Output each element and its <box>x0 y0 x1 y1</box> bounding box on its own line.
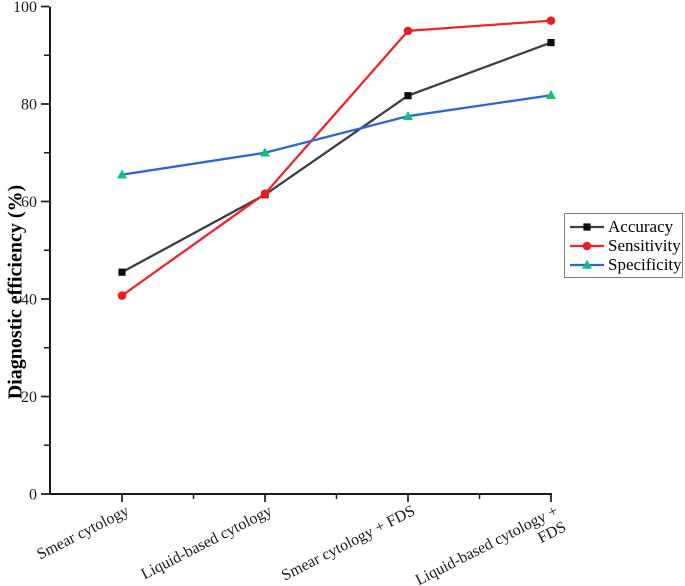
data-point-marker <box>118 268 126 276</box>
data-point-marker <box>403 110 413 120</box>
square-marker <box>583 222 591 231</box>
series-sensitivity <box>117 16 556 300</box>
y-tick-label: 60 <box>21 194 37 211</box>
legend-item-sensitivity: Sensitivity <box>569 236 681 255</box>
y-axis-title: Diagnostic efficiency (%) <box>4 184 27 400</box>
circle-marker <box>582 241 592 250</box>
data-point-marker <box>260 147 270 157</box>
y-tick-label: 80 <box>21 97 37 114</box>
data-point-marker <box>117 169 127 179</box>
data-point-marker <box>546 16 556 25</box>
x-tick-label: Smear cytology <box>34 502 132 563</box>
y-tick-label: 20 <box>21 389 37 406</box>
legend-item-accuracy: Accuracy <box>569 218 678 235</box>
data-point-marker <box>403 26 413 36</box>
y-tick-label: 0 <box>29 487 37 504</box>
series-line <box>121 19 552 297</box>
x-tick-label: Liquid-based cytology +FDS <box>413 502 569 586</box>
legend-marker-specificity-icon <box>570 259 604 269</box>
series-accuracy <box>118 38 555 276</box>
legend-marker-sensitivity-icon <box>570 241 604 250</box>
series-line <box>121 41 552 274</box>
legend-label-specificity: Specificity <box>608 255 682 274</box>
y-tick-label: 40 <box>21 292 37 309</box>
legend-label-accuracy: Accuracy <box>608 217 674 236</box>
series-line <box>121 94 552 176</box>
data-point-marker <box>404 92 412 100</box>
legend-label-sensitivity: Sensitivity <box>608 236 681 255</box>
triangle-marker <box>582 259 592 269</box>
legend-marker-accuracy-icon <box>570 222 604 231</box>
data-point-marker <box>546 90 556 100</box>
x-tick-label: Liquid-based cytology <box>138 502 274 583</box>
data-point-marker <box>547 38 555 47</box>
series-specificity <box>117 90 556 179</box>
y-tick-label: 100 <box>13 0 37 16</box>
legend-item-specificity: Specificity <box>569 256 682 273</box>
legend: Accuracy Sensitivity Specificity <box>564 213 683 278</box>
data-point-marker <box>260 189 270 198</box>
x-tick-label: Smear cytology + FDS <box>279 502 418 584</box>
data-point-marker <box>117 291 127 300</box>
